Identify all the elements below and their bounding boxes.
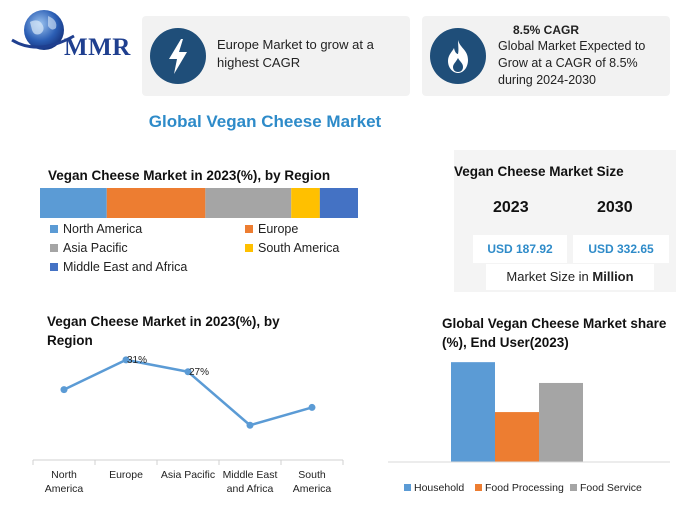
legend-south-america: South America	[245, 241, 339, 255]
legend-swatch	[50, 262, 58, 271]
legend-swatch	[245, 243, 253, 252]
data-label-europe: 31%	[127, 355, 147, 366]
x-tick-label-asia-pacific: Asia Pacific	[161, 469, 215, 481]
segment-asia-pacific	[205, 188, 292, 218]
segment-middle-east-and-africa	[319, 188, 358, 218]
legend-swatch	[245, 224, 253, 233]
x-tick-label-north-america: America	[45, 483, 84, 495]
legend-label-household: Household	[414, 482, 464, 494]
segment-south-america	[291, 188, 320, 218]
x-tick-label-south-america: South	[298, 469, 326, 481]
line-chart-title: Vegan Cheese Market in 2023(%), by Regio…	[47, 314, 280, 348]
legend-swatch-food-processing	[475, 484, 482, 491]
legend-swatch-household	[404, 484, 411, 491]
value-2023: USD 187.92	[473, 235, 567, 263]
legend-swatch-food-service	[570, 484, 577, 491]
x-tick-label-middle-east-and-africa: Middle East	[223, 469, 278, 481]
bar-food-service	[539, 382, 583, 462]
legend-asia-pacific: Asia Pacific	[50, 241, 128, 255]
legend-label: Europe	[258, 222, 299, 236]
point-europe	[122, 356, 130, 364]
legend-europe: Europe	[245, 222, 298, 236]
data-label-asia-pacific: 27%	[189, 367, 209, 378]
year-2023: 2023	[493, 199, 529, 216]
legend-label-food-service: Food Service	[580, 482, 642, 494]
legend-north-america: North America	[50, 222, 142, 236]
legend-swatch	[50, 224, 58, 233]
end-user-bar-chart: Household Food Processing Food Service	[388, 362, 670, 494]
point-south-america	[308, 403, 316, 411]
legend-label: Asia Pacific	[63, 241, 128, 255]
year-2030: 2030	[597, 199, 633, 216]
cagr-card: 8.5% CAGR Global Market Expected to Grow…	[422, 16, 670, 96]
x-tick-label-europe: Europe	[109, 469, 143, 481]
legend-label: North America	[63, 222, 143, 236]
market-size-title: Vegan Cheese Market Size	[454, 164, 624, 179]
point-north-america	[60, 386, 68, 394]
legend-middle-east-africa: Middle East and Africa	[50, 260, 187, 274]
europe-growth-text: Europe Market to grow at a highest CAGR	[217, 37, 374, 70]
stacked-chart-title: Vegan Cheese Market in 2023(%), by Regio…	[48, 168, 331, 183]
segment-north-america	[40, 188, 107, 218]
legend-label-food-processing: Food Processing	[485, 482, 564, 494]
mmr-logo: MMR	[8, 6, 133, 66]
region-line-chart: 31% 27% North America Europe Asia Pacific Midd…	[32, 355, 344, 495]
bar-chart-title: Global Vegan Cheese Market share (%), En…	[442, 316, 667, 350]
note-unit: Million	[592, 269, 634, 284]
bar-household	[451, 362, 495, 462]
point-middle-east-and-africa	[246, 421, 254, 429]
x-tick-label-middle-east-and-africa: and Africa	[227, 483, 274, 495]
europe-growth-card: Europe Market to grow at a highest CAGR	[142, 16, 410, 96]
x-tick-label-north-america: North	[51, 469, 77, 481]
bar-food-processing	[495, 412, 539, 462]
value-2030: USD 332.65	[573, 235, 669, 263]
point-asia-pacific	[184, 368, 192, 376]
market-size-note: Market Size in Million	[486, 264, 654, 290]
legend-label: Middle East and Africa	[63, 260, 188, 274]
cagr-text: Global Market Expected to Grow at a CAGR…	[498, 39, 646, 87]
lightning-bolt-icon	[150, 28, 206, 84]
cagr-title: 8.5% CAGR	[512, 23, 580, 37]
flame-icon	[430, 28, 486, 84]
globe-icon	[11, 10, 75, 50]
logo-text: MMR	[64, 34, 131, 61]
legend-label: South America	[258, 241, 340, 255]
segment-europe	[106, 188, 206, 218]
x-tick-label-south-america: America	[293, 483, 332, 495]
note-prefix: Market Size in	[506, 269, 593, 284]
legend-swatch	[50, 243, 58, 252]
page-title: Global Vegan Cheese Market	[148, 112, 382, 131]
stacked-region-bar-chart	[40, 188, 358, 218]
